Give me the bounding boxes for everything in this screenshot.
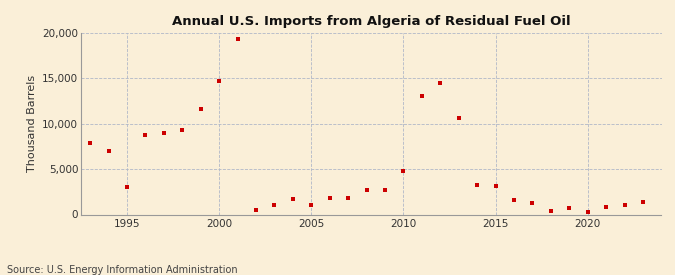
Point	[472, 183, 483, 188]
Point	[601, 205, 612, 210]
Point	[288, 197, 298, 201]
Point	[564, 206, 574, 210]
Y-axis label: Thousand Barrels: Thousand Barrels	[26, 75, 36, 172]
Point	[545, 209, 556, 213]
Point	[140, 133, 151, 137]
Point	[159, 131, 169, 135]
Text: Source: U.S. Energy Information Administration: Source: U.S. Energy Information Administ…	[7, 265, 238, 275]
Point	[85, 141, 96, 145]
Point	[509, 198, 520, 202]
Point	[306, 202, 317, 207]
Point	[122, 185, 132, 189]
Title: Annual U.S. Imports from Algeria of Residual Fuel Oil: Annual U.S. Imports from Algeria of Resi…	[172, 15, 570, 28]
Point	[214, 79, 225, 83]
Point	[232, 37, 243, 42]
Point	[619, 202, 630, 207]
Point	[435, 81, 446, 85]
Point	[638, 200, 649, 204]
Point	[361, 188, 372, 192]
Point	[583, 210, 593, 214]
Point	[527, 200, 538, 205]
Point	[325, 196, 335, 200]
Point	[454, 116, 464, 120]
Point	[195, 107, 206, 111]
Point	[490, 184, 501, 189]
Point	[250, 208, 261, 212]
Point	[343, 196, 354, 200]
Point	[416, 94, 427, 98]
Point	[398, 169, 409, 173]
Point	[269, 203, 280, 208]
Point	[177, 128, 188, 132]
Point	[103, 149, 114, 153]
Point	[379, 188, 390, 192]
